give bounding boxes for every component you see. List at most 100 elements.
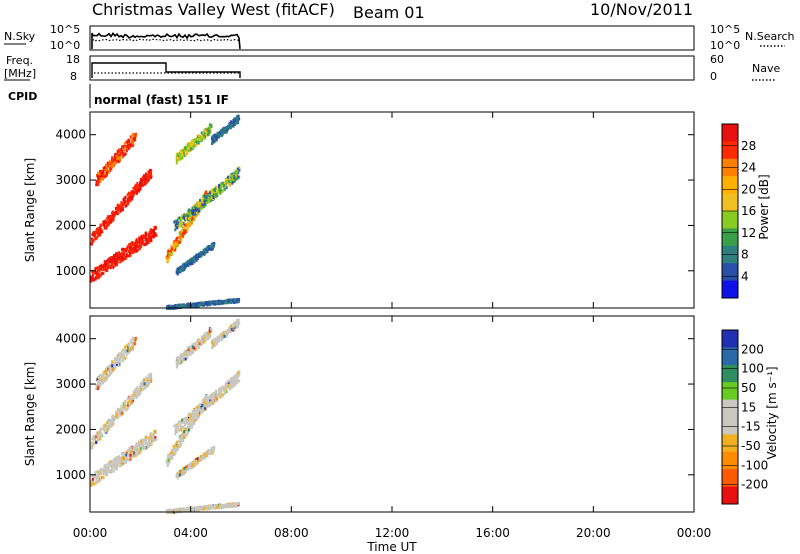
velocity-point bbox=[94, 471, 97, 475]
power-point bbox=[137, 239, 140, 242]
velocity-point bbox=[94, 481, 97, 485]
velocity-point bbox=[130, 395, 133, 399]
velocity-point bbox=[124, 399, 127, 403]
velocity-point bbox=[140, 388, 142, 392]
x-tick-label: 00:00 bbox=[73, 526, 108, 540]
power-point bbox=[111, 156, 114, 160]
velocity-point bbox=[185, 467, 188, 471]
velocity-panel-frame bbox=[89, 315, 695, 513]
velocity-point bbox=[215, 397, 218, 400]
power-point bbox=[148, 231, 151, 235]
power-point bbox=[123, 257, 126, 261]
velocity-point bbox=[144, 376, 147, 380]
velocity-point bbox=[136, 385, 139, 389]
velocity-point bbox=[125, 344, 128, 348]
power-point bbox=[220, 186, 223, 190]
power-point bbox=[198, 302, 201, 305]
power-point bbox=[115, 252, 117, 256]
power-point bbox=[90, 275, 93, 279]
velocity-point bbox=[100, 469, 103, 473]
power-point bbox=[205, 199, 208, 203]
power-point bbox=[125, 254, 128, 258]
power-point bbox=[153, 228, 155, 232]
velocity-point bbox=[188, 346, 191, 349]
velocity-point bbox=[202, 452, 205, 456]
velocity-point bbox=[95, 440, 98, 444]
power-point bbox=[149, 168, 151, 172]
power-point bbox=[113, 261, 116, 265]
power-point bbox=[106, 265, 109, 269]
power-point bbox=[109, 219, 112, 223]
nave-label: Nave bbox=[752, 62, 780, 75]
power-point bbox=[99, 177, 102, 181]
cpid-text: normal (fast) 151 IF bbox=[94, 93, 229, 107]
power-point bbox=[210, 189, 213, 193]
velocity-point bbox=[210, 393, 213, 397]
velocity-point bbox=[216, 505, 219, 509]
power-point bbox=[213, 134, 216, 138]
velocity-point bbox=[216, 393, 218, 397]
velocity-point bbox=[143, 440, 145, 444]
power-point bbox=[119, 209, 122, 213]
power-point bbox=[128, 192, 131, 196]
power-point bbox=[126, 145, 129, 149]
velocity-point bbox=[108, 371, 111, 375]
power-point bbox=[214, 187, 217, 191]
power-point bbox=[115, 258, 118, 261]
velocity-point bbox=[205, 405, 208, 409]
velocity-point bbox=[92, 437, 95, 441]
power-point bbox=[139, 243, 142, 247]
power-point bbox=[203, 303, 206, 307]
velocity-point bbox=[137, 388, 140, 392]
freq-label: Freq. bbox=[6, 54, 33, 67]
power-point bbox=[104, 175, 106, 179]
velocity-point bbox=[185, 351, 188, 355]
velocity-point bbox=[231, 385, 234, 389]
power-point bbox=[125, 149, 128, 153]
velocity-point bbox=[186, 432, 189, 436]
velocity-point bbox=[212, 400, 215, 404]
power-point bbox=[124, 145, 127, 149]
velocity-point bbox=[212, 343, 215, 347]
velocity-point bbox=[126, 449, 129, 453]
velocity-point bbox=[172, 450, 175, 454]
power-point bbox=[133, 138, 136, 142]
colorbar-tick-label: 28 bbox=[741, 139, 756, 153]
velocity-point bbox=[192, 350, 194, 354]
velocity-point bbox=[131, 454, 134, 458]
velocity-point bbox=[119, 357, 122, 361]
velocity-point bbox=[140, 441, 143, 445]
power-point bbox=[127, 196, 130, 200]
power-point bbox=[212, 190, 215, 194]
power-point bbox=[166, 258, 169, 262]
velocity-point bbox=[144, 442, 147, 446]
power-point bbox=[193, 205, 196, 209]
power-point bbox=[195, 204, 198, 208]
velocity-point bbox=[229, 383, 232, 387]
velocity-point bbox=[236, 373, 239, 377]
power-point bbox=[121, 150, 124, 154]
power-point bbox=[132, 191, 135, 195]
velocity-point bbox=[130, 446, 133, 450]
power-point bbox=[176, 152, 179, 156]
power-point bbox=[127, 254, 129, 258]
power-point bbox=[198, 209, 201, 213]
power-point bbox=[143, 180, 146, 183]
power-point bbox=[91, 269, 94, 273]
power-point bbox=[179, 156, 182, 160]
power-point bbox=[217, 133, 220, 137]
power-point bbox=[193, 217, 195, 221]
power-point bbox=[108, 257, 111, 261]
power-point bbox=[192, 304, 195, 308]
power-point bbox=[126, 245, 129, 249]
power-point bbox=[178, 241, 181, 244]
velocity-point bbox=[106, 428, 109, 432]
velocity-point bbox=[195, 408, 198, 412]
velocity-point bbox=[121, 451, 124, 455]
power-point bbox=[109, 265, 112, 269]
velocity-point bbox=[201, 403, 204, 407]
velocity-point bbox=[100, 476, 103, 480]
power-point bbox=[94, 267, 97, 271]
power-point bbox=[235, 298, 238, 302]
